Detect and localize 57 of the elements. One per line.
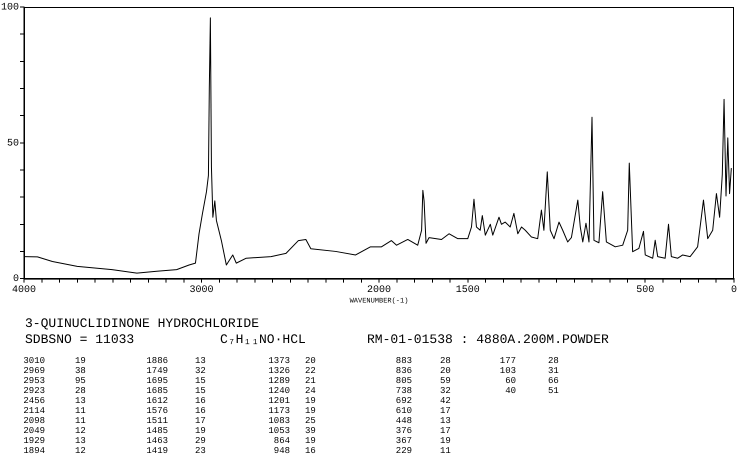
text: 376 17 — [396, 426, 451, 436]
x-tick-label: 2000 — [366, 285, 392, 296]
text: 1373 20 — [268, 356, 316, 366]
text: 177 28 — [500, 356, 559, 366]
text: 1240 24 — [268, 386, 316, 396]
text: 3010 19 — [23, 356, 86, 366]
x-tick-label: 4000 — [12, 285, 36, 296]
text: 1463 29 — [146, 436, 206, 446]
text: 3-QUINUCLIDINONE HYDROCHLORIDE — [25, 316, 260, 331]
text: 1485 19 — [146, 426, 206, 436]
text: 692 42 — [396, 396, 451, 406]
text: 610 17 — [396, 406, 451, 416]
text: SDBSNO = 11033 — [25, 332, 134, 347]
text: 2969 38 — [23, 366, 86, 376]
text: 1576 16 — [146, 406, 206, 416]
text: 1894 12 — [23, 446, 86, 456]
x-tick-label: 500 — [636, 285, 654, 296]
text: 836 20 — [396, 366, 451, 376]
text: 864 19 — [274, 436, 316, 446]
text: 1749 32 — [146, 366, 206, 376]
y-tick-label: 50 — [6, 138, 20, 150]
text: C₇H₁₁NO·HCL — [220, 332, 306, 347]
text: 367 19 — [396, 436, 451, 446]
text: 1612 16 — [146, 396, 206, 406]
text: 60 66 — [505, 376, 559, 386]
text: 2098 11 — [23, 416, 86, 426]
text: 738 32 — [396, 386, 451, 396]
text: 1053 39 — [268, 426, 316, 436]
text: 1929 13 — [23, 436, 86, 446]
text: 1886 13 — [146, 356, 206, 366]
text: 1201 19 — [268, 396, 316, 406]
text: 229 11 — [396, 446, 451, 456]
text: 2114 11 — [23, 406, 86, 416]
text: 1511 17 — [146, 416, 206, 426]
text: 1289 21 — [268, 376, 316, 386]
text: 1083 25 — [268, 416, 316, 426]
text: 948 16 — [274, 446, 316, 456]
x-tick-label: 0 — [730, 285, 738, 296]
y-tick-label: 100 — [0, 2, 20, 14]
text: 40 51 — [505, 386, 559, 396]
text: RM-01-01538 : 4880A.200M.POWDER — [367, 332, 609, 347]
text: 2953 95 — [23, 376, 86, 386]
text: 1173 19 — [268, 406, 316, 416]
text: 1685 15 — [146, 386, 206, 396]
text: 1326 22 — [268, 366, 316, 376]
text: 103 31 — [500, 366, 559, 376]
x-tick-label: 3000 — [189, 285, 214, 296]
text: 2049 12 — [23, 426, 86, 436]
text: 2923 28 — [23, 386, 86, 396]
text: 2456 13 — [23, 396, 86, 406]
text: 1695 15 — [146, 376, 206, 386]
text: 1419 23 — [146, 446, 206, 456]
text: 883 28 — [396, 356, 451, 366]
y-tick-label: 0 — [12, 274, 20, 286]
text: 448 13 — [396, 416, 451, 426]
x-tick-label: 1500 — [456, 285, 480, 296]
text: 805 59 — [396, 376, 451, 386]
